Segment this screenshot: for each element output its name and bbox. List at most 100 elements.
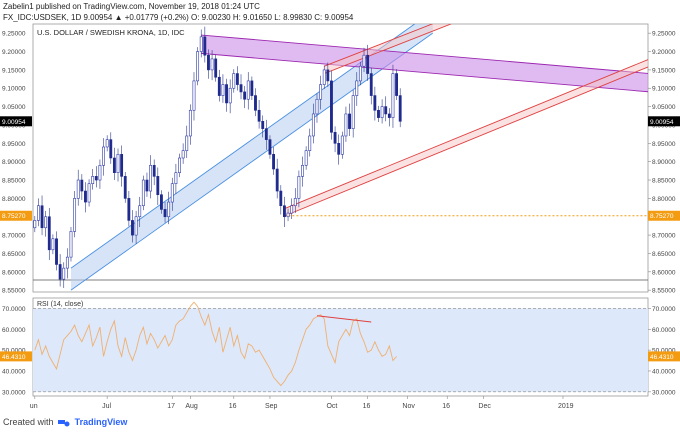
price-y-tick-label: 8.95000 [652, 141, 676, 148]
candle-body [188, 109, 192, 137]
candle-body [98, 165, 102, 181]
candle-body [264, 128, 268, 140]
price-y-tick-label-left: 8.70000 [2, 233, 26, 240]
x-tick-label: 16 [442, 403, 450, 410]
candle-body [384, 106, 388, 115]
candle-body [76, 179, 80, 199]
candle-body [94, 176, 98, 181]
red-channel-fill [284, 59, 648, 217]
x-tick-label: Jul [102, 403, 111, 410]
rsi-divergence-trendline [316, 315, 372, 323]
x-tick-label: Sep [265, 403, 278, 410]
candle-body [373, 95, 377, 111]
last-price-tag-right-label: 9.00954 [650, 119, 674, 126]
price-y-tick-label-left: 8.65000 [2, 251, 26, 258]
x-tick-label: Aug [185, 403, 198, 410]
candle-body [62, 267, 66, 280]
price-y-tick-label: 8.55000 [652, 288, 676, 295]
last-price-tag-right [648, 116, 680, 127]
candle-body [235, 73, 239, 85]
price-y-tick-label: 8.60000 [652, 269, 676, 276]
purple-channel-fill [201, 35, 648, 92]
candle-body [112, 157, 116, 173]
candle-body [203, 36, 207, 56]
support-level-tag-left [0, 210, 32, 221]
price-y-tick-label: 9.20000 [652, 49, 676, 56]
price-y-tick-label: 8.80000 [652, 196, 676, 203]
candle-body [275, 168, 279, 192]
candle-body [330, 80, 333, 133]
candle-body [160, 194, 163, 210]
candle-body [225, 84, 228, 104]
candle-body [398, 95, 402, 122]
red-channel-edge-b [324, 24, 434, 67]
candle-body [387, 113, 391, 118]
price-y-tick-label: 9.10000 [652, 86, 676, 93]
chart-header-line2: FX_IDC:USDSEK, 1D 9.00954 ▲ +0.01779 (+0… [3, 13, 354, 22]
candle-body [84, 190, 87, 203]
candle-body [369, 73, 373, 96]
candle-body [293, 198, 297, 207]
last-price-tag-left [0, 116, 32, 127]
x-tick-label: 16 [229, 403, 237, 410]
candle-body [210, 58, 214, 71]
rsi-y-tick-label: 60.0000 [652, 327, 676, 334]
x-tick-label: Oct [326, 403, 337, 410]
candle-body [131, 220, 134, 236]
candle-body [340, 135, 344, 155]
candle-body [228, 87, 232, 104]
candle-body [301, 165, 304, 177]
candles [33, 26, 402, 288]
candle-body [377, 109, 380, 118]
candle-body [37, 205, 40, 221]
price-y-tick-label-left: 9.25000 [2, 31, 26, 38]
candle-body [174, 172, 178, 184]
candle-body [102, 146, 105, 166]
price-y-tick-label: 8.65000 [652, 251, 676, 258]
candle-body [58, 264, 62, 280]
price-y-tick-label: 8.85000 [652, 178, 676, 185]
candle-body [217, 76, 221, 96]
candle-body [322, 69, 326, 85]
tradingview-brand-text: TradingView [74, 417, 128, 427]
candle-body [326, 69, 330, 82]
candle-body [145, 179, 149, 192]
candle-body [362, 54, 366, 67]
candle-body [358, 65, 362, 82]
rsi-y-tick-label-left: 50.0000 [2, 348, 26, 355]
x-tick-label: un [30, 403, 38, 410]
candle-body [91, 176, 95, 184]
candle-body [344, 113, 348, 137]
red-channel-edge-b [284, 59, 648, 210]
candle-body [199, 36, 203, 52]
candle-body [311, 113, 315, 137]
candle-body [123, 176, 127, 199]
candle-body [127, 198, 131, 221]
price-y-tick-label-left: 8.80000 [2, 196, 26, 203]
candle-body [283, 205, 286, 218]
candle-body [109, 139, 113, 159]
price-y-tick-label: 8.90000 [652, 159, 676, 166]
candle-body [395, 73, 398, 96]
candle-body [268, 139, 272, 155]
price-y-tick-label: 9.05000 [652, 104, 676, 111]
candle-body [73, 198, 77, 232]
candle-body [55, 238, 58, 265]
candle-body [333, 132, 337, 144]
price-y-tick-label-left: 8.55000 [2, 288, 26, 295]
candle-body [304, 150, 308, 166]
rsi-line [34, 301, 397, 387]
support-level-tag-right-label: 8.75270 [650, 213, 674, 220]
candle-body [44, 216, 48, 229]
price-y-tick-label-left: 8.95000 [2, 141, 26, 148]
candle-body [167, 201, 171, 218]
candle-body [254, 95, 257, 111]
candle-body [185, 135, 189, 151]
candle-body [290, 205, 294, 214]
candle-body [163, 209, 167, 218]
rsi-y-tick-label: 40.0000 [652, 368, 676, 375]
price-y-tick-label: 8.70000 [652, 233, 676, 240]
rsi-y-tick-label-left: 30.0000 [2, 389, 26, 396]
x-tick-label: 17 [167, 403, 175, 410]
